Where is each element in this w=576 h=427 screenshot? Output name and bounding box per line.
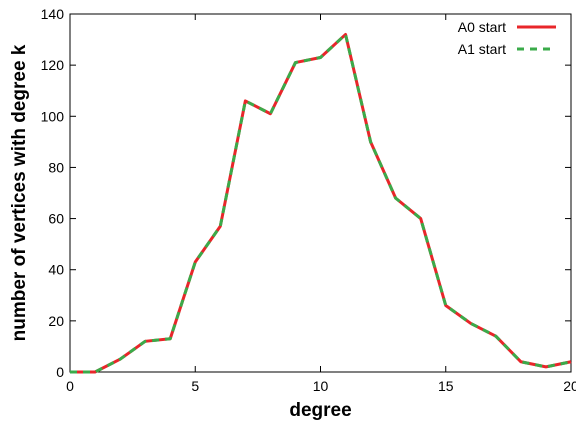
y-tick-label: 40 bbox=[48, 262, 64, 278]
y-tick-label: 80 bbox=[48, 159, 64, 175]
y-tick-label: 20 bbox=[48, 313, 64, 329]
y-axis-title: number of vertices with degree k bbox=[9, 44, 30, 341]
y-tick-label: 100 bbox=[41, 108, 65, 124]
y-tick-label: 0 bbox=[56, 364, 64, 380]
y-tick-label: 60 bbox=[48, 211, 64, 227]
plot-area bbox=[69, 13, 572, 373]
series-line-a0-start bbox=[70, 32, 572, 374]
x-tick-label: 10 bbox=[313, 378, 329, 394]
legend: A0 start A1 start bbox=[458, 19, 556, 57]
x-tick-label: 0 bbox=[66, 378, 74, 394]
series-layer bbox=[70, 32, 572, 374]
legend-label: A0 start bbox=[458, 19, 506, 35]
axis-ticks: 0 5 10 15 20 0 20 40 60 80 100 120 140 bbox=[41, 6, 576, 394]
x-tick-label: 15 bbox=[438, 378, 454, 394]
y-tick-label: 140 bbox=[41, 6, 65, 22]
y-tick-label: 120 bbox=[41, 57, 65, 73]
plot-frame bbox=[69, 13, 572, 373]
x-tick-label: 5 bbox=[191, 378, 199, 394]
x-tick-label: 20 bbox=[563, 378, 576, 394]
legend-label: A1 start bbox=[458, 41, 506, 57]
x-axis-title: degree bbox=[289, 400, 351, 421]
series-line-a1-start bbox=[70, 32, 572, 374]
